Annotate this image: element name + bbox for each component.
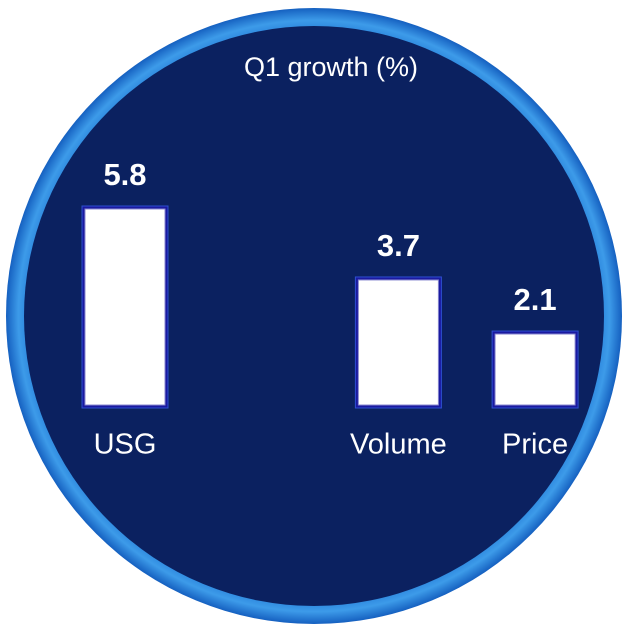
x-tick-label: Price — [502, 429, 568, 461]
value-label: 5.8 — [103, 157, 146, 192]
bar — [84, 208, 166, 406]
bar — [357, 279, 439, 406]
chart-disc — [24, 26, 604, 606]
value-label: 3.7 — [377, 228, 420, 263]
chart-title: Q1 growth (%) — [244, 52, 418, 82]
bar — [494, 333, 576, 406]
value-label: 2.1 — [514, 282, 557, 317]
x-tick-label: Volume — [350, 429, 447, 461]
x-tick-label: USG — [94, 429, 157, 461]
